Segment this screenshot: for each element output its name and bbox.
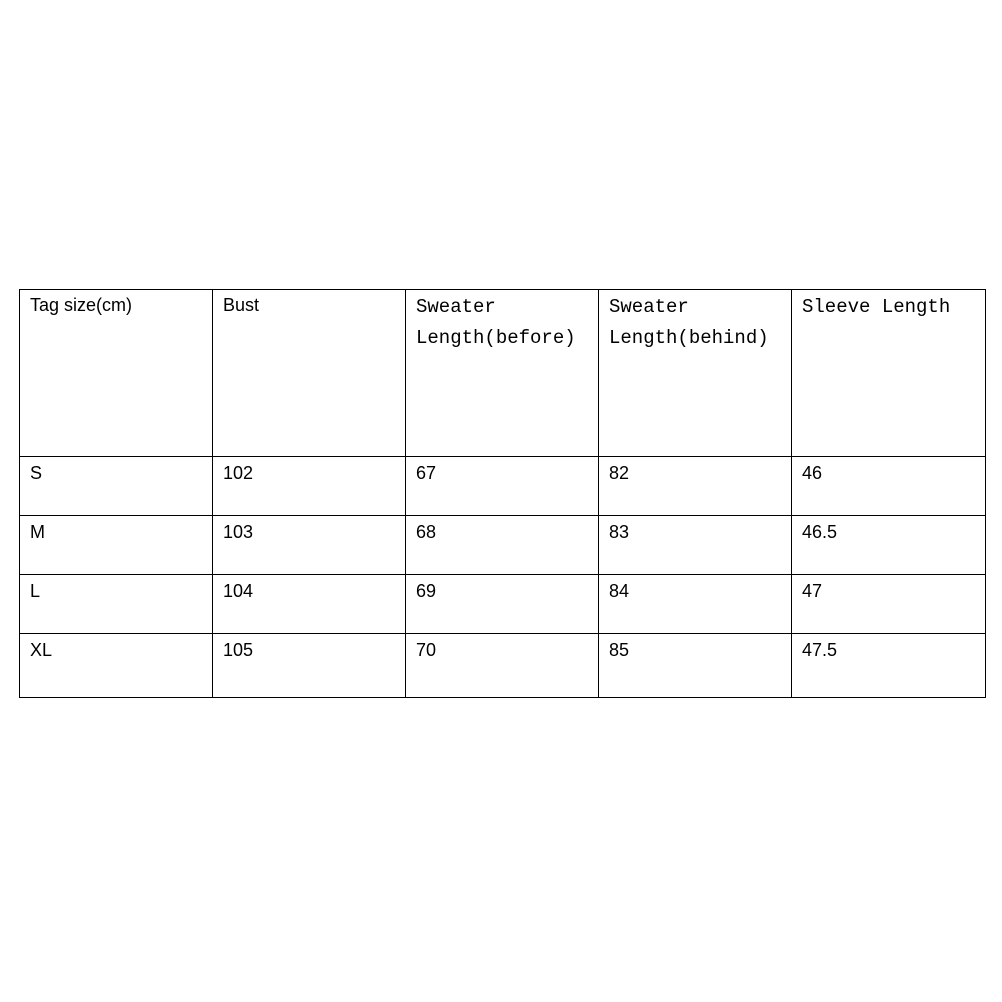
- cell-bust: 104: [212, 574, 406, 634]
- cell-size: M: [19, 515, 213, 575]
- cell-bust: 105: [212, 633, 406, 698]
- header-bust: Bust: [212, 289, 406, 457]
- cell-length-before: 69: [405, 574, 599, 634]
- table-row: M 103 68 83 46.5: [19, 515, 986, 575]
- table-row: XL 105 70 85 47.5: [19, 633, 986, 698]
- header-sweater-length-behind: Sweater Length(behind): [598, 289, 792, 457]
- cell-sleeve: 46: [791, 456, 986, 516]
- cell-length-before: 68: [405, 515, 599, 575]
- header-tag-size: Tag size(cm): [19, 289, 213, 457]
- cell-sleeve: 47.5: [791, 633, 986, 698]
- cell-size: S: [19, 456, 213, 516]
- header-sweater-length-before: Sweater Length(before): [405, 289, 599, 457]
- cell-length-behind: 84: [598, 574, 792, 634]
- cell-length-before: 67: [405, 456, 599, 516]
- cell-size: L: [19, 574, 213, 634]
- header-sleeve-length: Sleeve Length: [791, 289, 986, 457]
- cell-bust: 102: [212, 456, 406, 516]
- cell-length-before: 70: [405, 633, 599, 698]
- cell-size: XL: [19, 633, 213, 698]
- size-chart-table: Tag size(cm) Bust Sweater Length(before)…: [19, 289, 986, 698]
- cell-length-behind: 85: [598, 633, 792, 698]
- table-header-row: Tag size(cm) Bust Sweater Length(before)…: [19, 289, 986, 457]
- cell-sleeve: 46.5: [791, 515, 986, 575]
- table-row: L 104 69 84 47: [19, 574, 986, 634]
- cell-sleeve: 47: [791, 574, 986, 634]
- cell-bust: 103: [212, 515, 406, 575]
- cell-length-behind: 83: [598, 515, 792, 575]
- table-row: S 102 67 82 46: [19, 456, 986, 516]
- cell-length-behind: 82: [598, 456, 792, 516]
